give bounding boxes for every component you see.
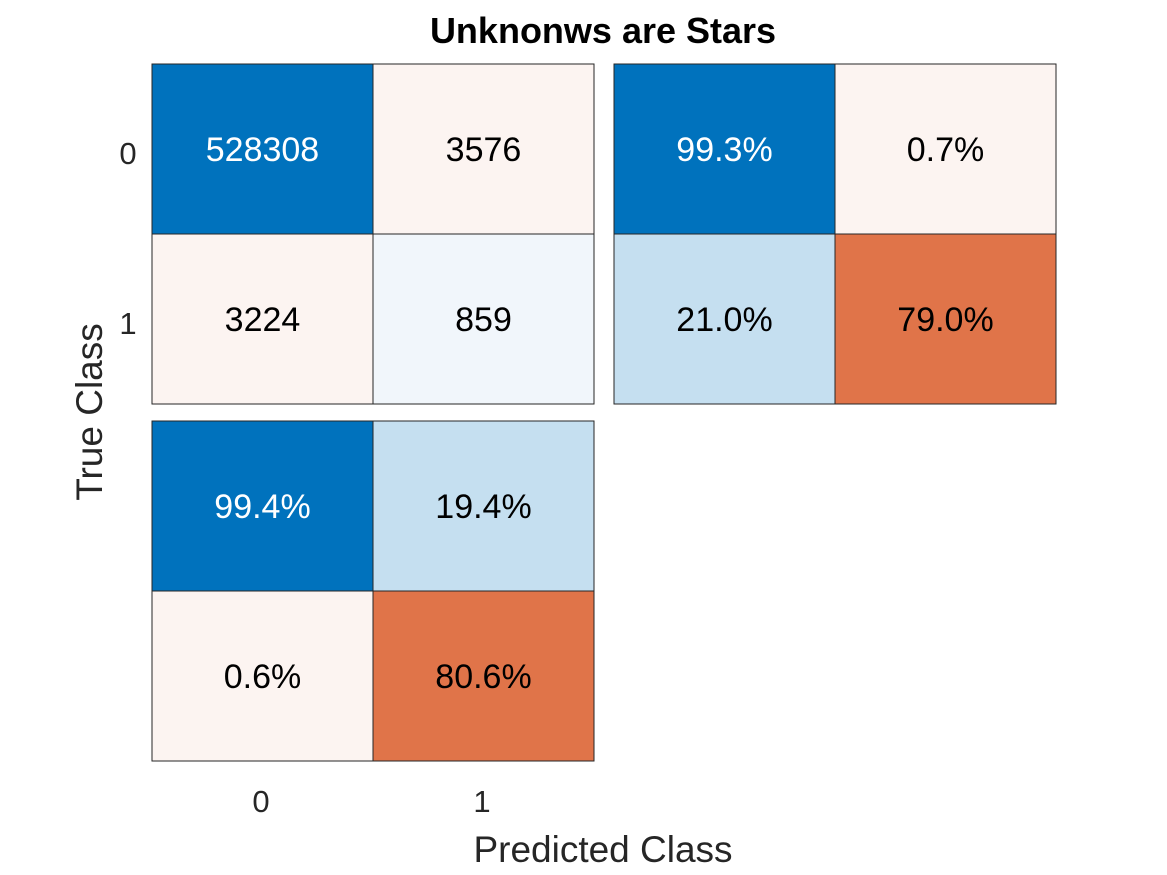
cell-label-row-normalized-r0-c0: 99.3% [676, 131, 772, 169]
y-tick-label-1: 1 [119, 306, 136, 341]
cell-label-counts-r0-c1: 3576 [446, 131, 522, 169]
x-tick-label-1: 1 [473, 784, 490, 819]
cell-counts-r1-c1 [372, 233, 595, 405]
cell-label-column-normalized-r0-c1: 19.4% [435, 488, 531, 526]
cell-row-normalized-r1-c0 [613, 233, 836, 405]
cell-label-row-normalized-r1-c0: 21.0% [676, 301, 772, 339]
cell-counts-r0-c1 [372, 63, 595, 235]
cell-row-normalized-r0-c1 [834, 63, 1057, 235]
cell-row-normalized-r0-c0 [613, 63, 836, 235]
cell-label-counts-r1-c0: 3224 [225, 301, 301, 339]
cell-column-normalized-r0-c1 [372, 420, 595, 592]
y-axis-label: True Class [69, 323, 110, 501]
x-axis-label: Predicted Class [473, 829, 732, 870]
chart-title: Unknonws are Stars [430, 10, 776, 51]
cell-label-counts-r1-c1: 859 [455, 301, 512, 339]
cell-label-column-normalized-r1-c1: 80.6% [435, 658, 531, 696]
y-tick-label-0: 0 [119, 136, 136, 171]
panel-row-normalized: 99.3% 0.7% 21.0% 79.0% [613, 63, 1057, 405]
cell-label-column-normalized-r0-c0: 99.4% [214, 488, 310, 526]
x-tick-label-0: 0 [252, 784, 269, 819]
panel-counts: 528308 3576 3224 859 [151, 63, 595, 405]
cell-counts-r1-c0 [151, 233, 374, 405]
panel-column-normalized: 99.4% 19.4% 0.6% 80.6% [151, 420, 595, 762]
cell-label-column-normalized-r1-c0: 0.6% [224, 658, 302, 696]
confusion-panels: 528308 3576 3224 859 99.3% 0.7% 21.0% 79.0% 99.4… [151, 63, 1057, 762]
cell-label-counts-r0-c0: 528308 [206, 131, 319, 169]
cell-label-row-normalized-r0-c1: 0.7% [907, 131, 985, 169]
cell-counts-r0-c0 [151, 63, 374, 235]
cell-label-row-normalized-r1-c1: 79.0% [897, 301, 993, 339]
cell-column-normalized-r1-c1 [372, 590, 595, 762]
cell-row-normalized-r1-c1 [834, 233, 1057, 405]
